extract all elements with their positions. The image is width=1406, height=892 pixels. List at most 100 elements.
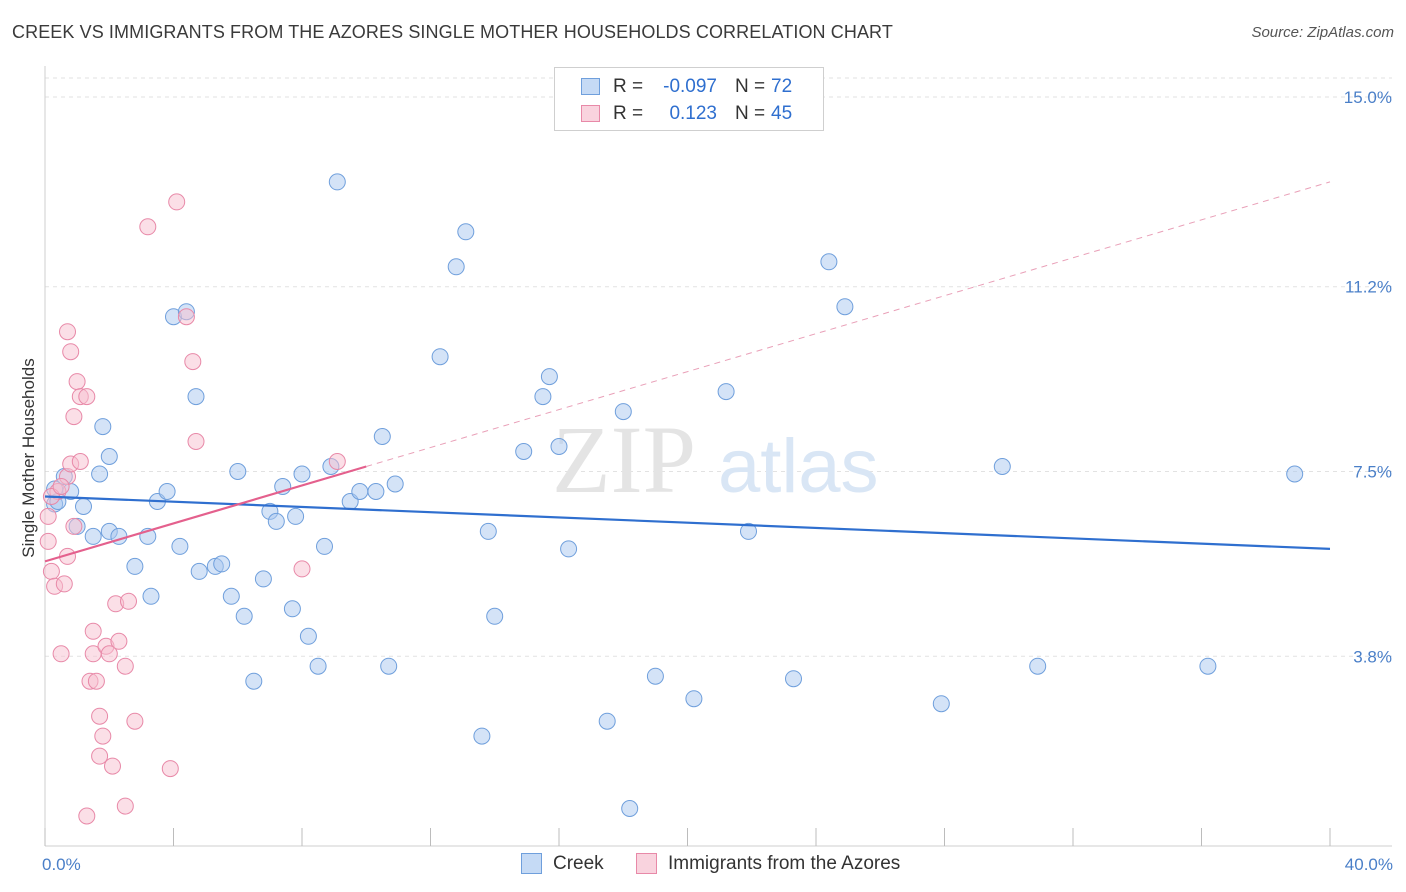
creek-trend-line xyxy=(44,495,1331,550)
watermark-atlas: atlas xyxy=(718,424,879,509)
azores-point xyxy=(39,532,57,550)
azores-point xyxy=(68,373,86,391)
azores-trend-extension xyxy=(366,181,1331,467)
creek-point xyxy=(158,483,176,500)
azores-point xyxy=(161,760,179,778)
creek-point xyxy=(646,667,664,685)
creek-point xyxy=(91,465,109,483)
creek-point xyxy=(486,607,504,625)
azores-point xyxy=(59,323,76,341)
y-tick-label: 11.2% xyxy=(1345,278,1392,297)
creek-point xyxy=(309,657,327,675)
gridlines xyxy=(45,77,1392,657)
creek-point xyxy=(534,388,552,406)
watermark-zip: ZIP xyxy=(552,406,696,513)
azores-point xyxy=(52,478,70,495)
creek-point xyxy=(328,173,346,191)
azores-point xyxy=(116,797,134,815)
creek-point xyxy=(540,368,558,386)
azores-point xyxy=(91,747,109,765)
legend-r-value: -0.097 xyxy=(663,76,717,97)
creek-point xyxy=(932,695,950,713)
creek-point xyxy=(254,570,272,588)
azores-legend-swatch xyxy=(636,853,657,874)
azores-point xyxy=(78,388,96,406)
creek-point xyxy=(187,388,205,406)
creek-point xyxy=(235,607,253,625)
azores-point xyxy=(65,517,83,535)
y-tick-label: 15.0% xyxy=(1344,88,1392,107)
creek-point xyxy=(560,540,578,558)
creek-point xyxy=(740,522,757,540)
azores-point xyxy=(177,308,195,326)
creek-point xyxy=(100,448,118,465)
azores-point xyxy=(42,562,60,580)
azores-point xyxy=(110,632,128,650)
creek-point xyxy=(1286,465,1304,483)
creek-point xyxy=(431,348,449,366)
azores-legend-label: Immigrants from the Azores xyxy=(668,853,901,874)
azores-point xyxy=(78,807,96,825)
azores-point xyxy=(65,408,83,426)
creek-point xyxy=(1029,657,1047,675)
axes xyxy=(44,66,1392,847)
y-tick-label: 7.5% xyxy=(1353,463,1392,482)
creek-point xyxy=(447,258,465,276)
azores-point xyxy=(100,645,118,663)
azores-swatch xyxy=(581,105,600,122)
creek-point xyxy=(299,627,317,645)
creek-legend-swatch xyxy=(521,853,542,874)
legend-row-creek: R = -0.097 N = 72 xyxy=(555,73,823,101)
creek-point xyxy=(171,537,189,555)
creek-point xyxy=(621,800,639,817)
azores-point xyxy=(139,218,157,236)
azores-point xyxy=(168,193,186,211)
creek-point xyxy=(94,418,112,436)
creek-point xyxy=(515,443,533,460)
creek-point xyxy=(717,383,735,401)
legend-r-label: R = xyxy=(613,103,644,124)
legend-n-label: N = xyxy=(735,76,766,97)
creek-point xyxy=(550,438,568,455)
creek-point xyxy=(367,483,385,500)
legend-r-value: 0.123 xyxy=(669,103,717,124)
creek-point xyxy=(84,527,102,545)
azores-point xyxy=(71,453,89,470)
creek-point xyxy=(222,587,240,605)
azores-point xyxy=(84,622,102,640)
azores-point xyxy=(55,575,73,593)
x-tick-label-max: 40.0% xyxy=(1345,855,1393,874)
creek-point xyxy=(351,483,369,500)
creek-point xyxy=(473,727,491,745)
azores-trend-line xyxy=(44,465,367,563)
creek-point xyxy=(1199,657,1217,675)
azores-point xyxy=(104,757,121,775)
creek-point xyxy=(213,555,231,573)
legend-row-azores: R = 0.123 N = 45 xyxy=(555,100,823,128)
creek-point xyxy=(380,657,398,675)
legend-n-value: 45 xyxy=(771,103,793,124)
chart-title: CREEK VS IMMIGRANTS FROM THE AZORES SING… xyxy=(12,22,893,42)
creek-point xyxy=(386,475,404,493)
azores-points xyxy=(39,193,346,825)
legend-n-label: N = xyxy=(735,103,766,124)
creek-point xyxy=(283,600,301,618)
creek-point xyxy=(245,672,263,690)
creek-point xyxy=(287,507,305,525)
azores-point xyxy=(126,712,144,730)
creek-point xyxy=(479,522,497,540)
creek-point xyxy=(685,690,703,708)
azores-point xyxy=(184,353,202,371)
creek-point xyxy=(142,587,160,605)
azores-point xyxy=(328,453,346,470)
creek-point xyxy=(190,562,208,580)
creek-point xyxy=(785,670,802,688)
creek-point xyxy=(75,498,92,515)
x-tick-label-min: 0.0% xyxy=(42,855,81,874)
watermark: ZIP atlas xyxy=(552,406,879,513)
creek-point xyxy=(316,537,333,555)
azores-point xyxy=(87,672,105,690)
azores-point xyxy=(52,645,70,663)
creek-point xyxy=(229,463,247,480)
